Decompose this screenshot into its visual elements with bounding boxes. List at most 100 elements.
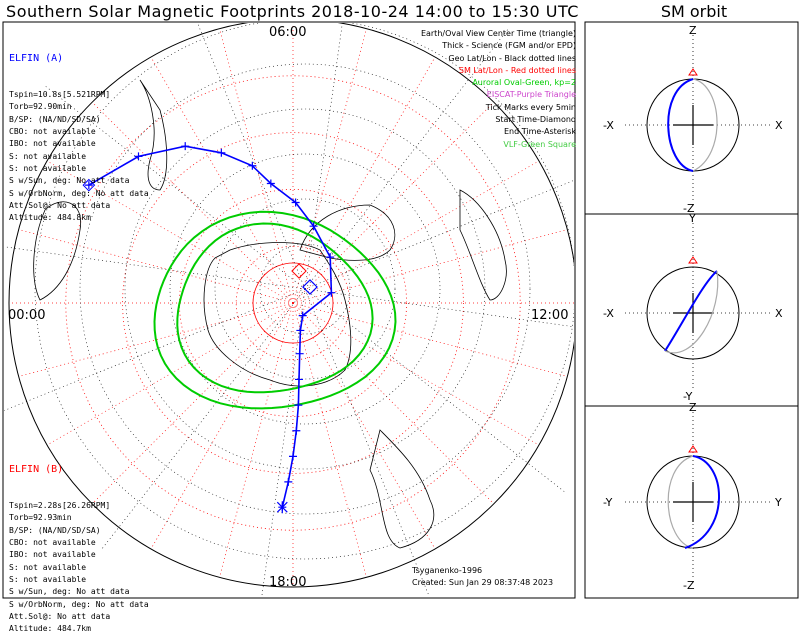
orbit-title: SM orbit: [660, 2, 728, 21]
legend-entry: Auroral Oval-Green, kp=2: [472, 78, 576, 88]
orbit-panel: Z -Z -X X: [603, 24, 783, 215]
geo-lon-line: [197, 23, 306, 290]
coastline: [33, 201, 82, 301]
time-label-bottom: 18:00: [269, 575, 307, 590]
geo-lon-line: [304, 288, 566, 493]
sat-b-line: S w/OrbNorm, deg: No att data: [9, 599, 149, 609]
geo-lon-line: [4, 246, 306, 290]
sat-b-line: Altitude: 484.7km: [9, 624, 91, 634]
coastline: [299, 204, 396, 261]
time-label-left: 00:00: [8, 308, 46, 323]
sm-lon-line: [91, 302, 294, 505]
polar-map: [2, 21, 799, 599]
time-label-top: 06:00: [269, 25, 307, 40]
sat-a-name: ELFIN (A): [9, 52, 64, 64]
map-frame: [2, 21, 576, 599]
orbit-front: [667, 78, 694, 172]
legend-entry: Start Time-Diamond: [495, 115, 576, 125]
geo-lon-line: [304, 288, 574, 328]
geo-lon-line: [304, 28, 509, 290]
sm-lon-line: [292, 302, 436, 550]
start-diamond: [82, 178, 96, 192]
track-tick: [266, 179, 275, 188]
track-tick: [295, 349, 304, 358]
sm-lon-line: [292, 28, 367, 304]
legend-entry: VLF-Green Square: [503, 139, 576, 149]
auroral-oval-inner: [176, 222, 374, 394]
map-boundary: [8, 23, 574, 588]
track-tick: [294, 401, 303, 410]
sat-a-line: IBO: not available: [9, 139, 96, 149]
orbit-panel: Y -Y -X X: [603, 212, 783, 403]
track-tick: [309, 222, 318, 231]
earth-circle: [646, 266, 740, 360]
orbit-label-bottom: -Z: [683, 202, 695, 215]
chart-title: Southern Solar Magnetic Footprints 2018-…: [6, 2, 579, 21]
orbit-front: [664, 270, 718, 352]
orbit-label-top: Z: [689, 401, 697, 414]
orbit-label-top: Y: [688, 212, 696, 225]
sm-lat-circle: [65, 75, 521, 531]
sat-a-line: Att.Sol@: No att data: [9, 200, 111, 210]
geo-lon-line: [304, 179, 574, 290]
sat-a-line: S w/OrbNorm, deg: No att data: [9, 188, 149, 198]
geo-lat-circle: [259, 243, 351, 335]
sat-b-info: ELFIN (B) Tspin=2.28s[26.26RPM] Torb=92.9…: [9, 438, 149, 635]
sat-a-line: S: not available: [9, 163, 87, 173]
sat-a-line: Tspin=10.8s[5.521RPM]: [9, 90, 111, 100]
sat-b-line: CBO: not available: [9, 538, 96, 548]
coastline: [369, 429, 435, 549]
track-tick: [134, 152, 143, 161]
sm-lon-line: [18, 229, 294, 304]
orbit-label-top: Z: [689, 24, 697, 37]
track-tick: [291, 198, 300, 207]
map-content: [4, 23, 574, 597]
track-tick: [295, 375, 304, 384]
geo-lon-line: [101, 288, 306, 550]
sat-b-line: Tspin=2.28s[26.26RPM]: [9, 501, 111, 511]
sat-b-line: S: not available: [9, 574, 87, 584]
track-tick: [292, 426, 301, 435]
legend-entry: Earth/Oval View Center Time (triangle): [420, 29, 576, 38]
geo-lon-line: [261, 288, 306, 597]
orbit-label-right: X: [775, 119, 783, 132]
sat-a-line: S w/Sun, deg: No att data: [9, 176, 130, 186]
sat-a-line: Torb=92.90min: [9, 102, 72, 112]
orbit-label-bottom: -Y: [683, 390, 693, 403]
sm-lon-line: [292, 160, 540, 304]
sat-b-name: ELFIN (B): [9, 463, 64, 475]
orbit-label-left: -Y: [603, 496, 613, 509]
time-label-right: 12:00: [531, 308, 569, 323]
sat-b-line: S: not available: [9, 562, 87, 572]
pole-diamond: [302, 279, 318, 295]
figure-canvas: Z -Z -X X Y -Y -X X Z -Z -Y Y: [2, 21, 799, 599]
legend-entry: SM Lat/Lon - Red dotted lines: [458, 65, 576, 75]
legend-entry: EISCAT-Purple Triangle: [486, 90, 576, 100]
sm-lon-line: [46, 302, 294, 446]
track-tick: [181, 142, 190, 151]
sm-lon-line: [150, 302, 294, 550]
sm-lon-line: [292, 229, 568, 304]
orbit-front: [684, 455, 720, 549]
sat-a-line: CBO: not available: [9, 127, 96, 137]
geo-lon-line: [44, 85, 306, 290]
sat-b-line: S w/Sun, deg: No att data: [9, 587, 130, 597]
orbit-label-right: X: [775, 307, 783, 320]
sm-lon-line: [150, 56, 294, 304]
track-tick: [289, 452, 297, 461]
orbit-label-left: -X: [603, 307, 614, 320]
orbit-label-right: Y: [774, 496, 782, 509]
orbit-panels: Z -Z -X X Y -Y -X X Z -Z -Y Y: [603, 24, 783, 592]
created-label: Created: Sun Jan 29 08:37:48 2023: [412, 578, 554, 587]
track-tick: [326, 253, 335, 262]
sat-b-line: Torb=92.93min: [9, 513, 72, 523]
legend-entry: Geo Lat/Lon - Black dotted lines: [448, 53, 576, 63]
sat-b-line: Att.Sol@: No att data: [9, 611, 111, 621]
track-tick: [298, 311, 307, 320]
track-tick: [296, 326, 305, 335]
coastline: [459, 189, 507, 301]
legend-entry: Thick - Science (FGM and/or EPD): [442, 41, 576, 51]
model-label: Tsyganenko-1996: [412, 566, 483, 575]
sat-a-info: ELFIN (A) Tspin=10.8s[5.521RPM] Torb=92.9…: [9, 27, 149, 224]
sm-lon-line: [219, 302, 294, 578]
